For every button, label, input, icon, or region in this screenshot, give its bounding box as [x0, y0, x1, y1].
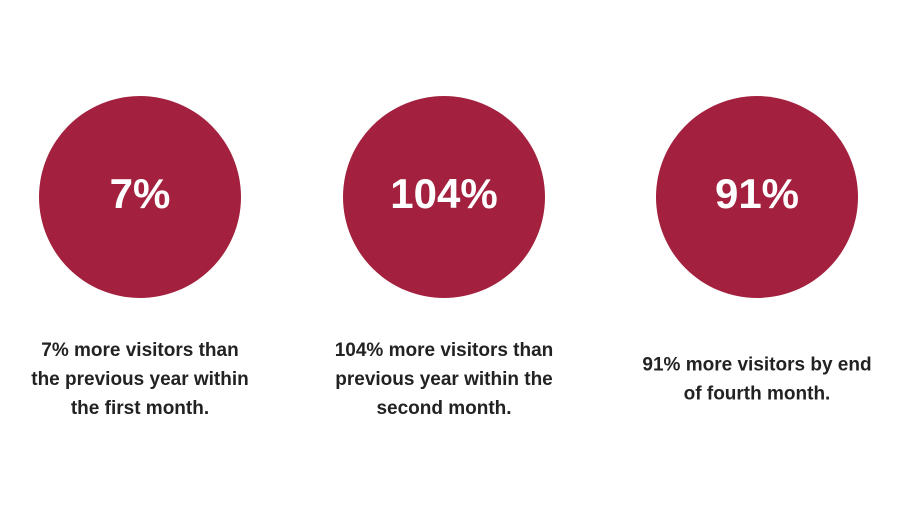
stat-circle: [39, 96, 241, 298]
stat-value: 91%: [715, 170, 799, 217]
stat-value: 7%: [110, 170, 171, 217]
stat-description: the first month.: [71, 398, 209, 419]
stat-description: the previous year within: [31, 369, 249, 390]
stat-description: of fourth month.: [684, 384, 831, 405]
stat-circle: [656, 96, 858, 298]
stat-description: 104% more visitors than: [335, 340, 554, 361]
stat-description: second month.: [376, 398, 511, 419]
stat-description: previous year within the: [335, 369, 553, 390]
stat-description: 7% more visitors than: [41, 340, 238, 361]
stat-circle: [343, 96, 545, 298]
stat-description: 91% more visitors by end: [642, 355, 871, 376]
stat-value: 104%: [390, 170, 497, 217]
